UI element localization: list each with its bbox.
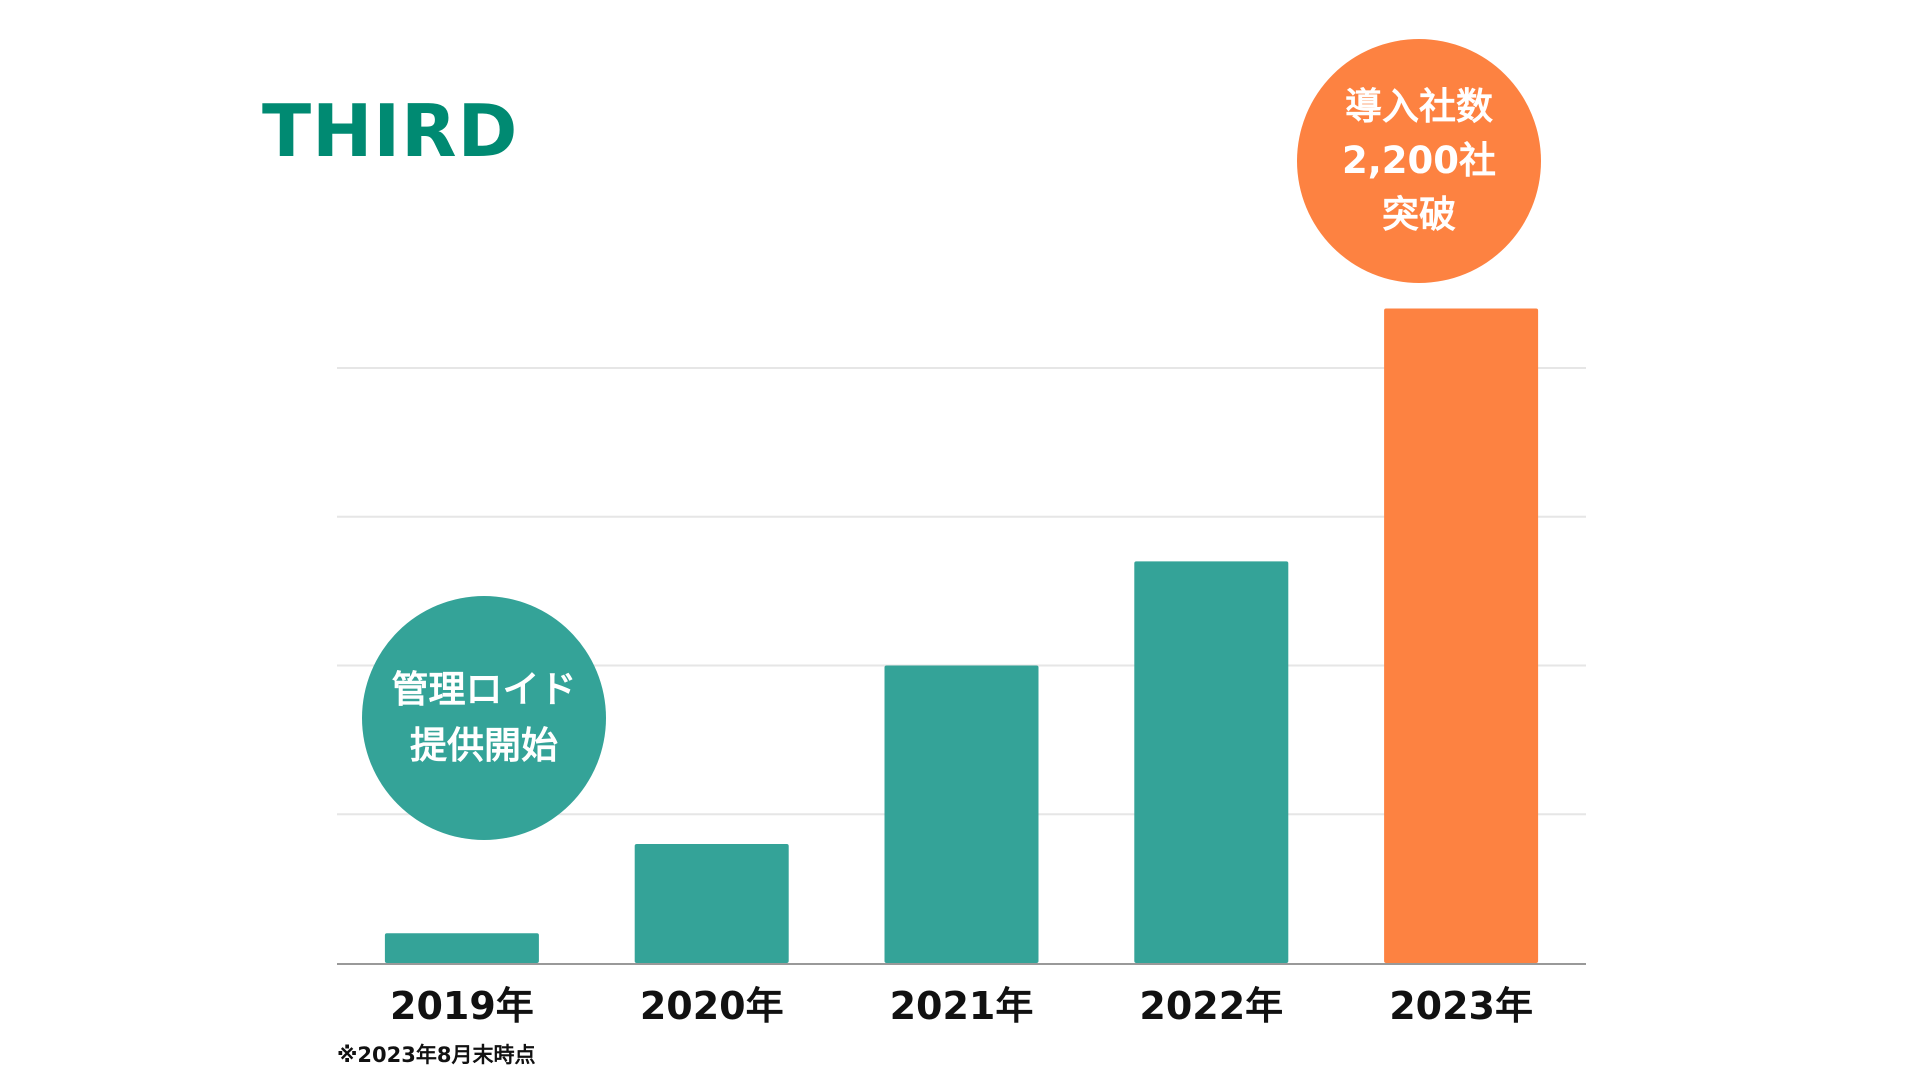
milestone-line-2: 2,200社 [1341, 139, 1497, 182]
bar-2022年 [1134, 561, 1289, 963]
bar-2020年 [634, 844, 789, 963]
service-start-line-1: 管理ロイド [391, 668, 577, 711]
bar-2019年 [384, 933, 539, 963]
service-start-line-2: 提供開始 [410, 724, 558, 767]
service-start-badge: 管理ロイド 提供開始 [362, 596, 606, 840]
x-tick-labels: 2019年 2020年 2021年 2022年 2023年 [390, 984, 1533, 1028]
footnote: ※2023年8月末時点 [337, 1043, 536, 1067]
bars [384, 308, 1539, 963]
x-tick-label: 2021年 [890, 984, 1034, 1028]
third-logo: THIRD [262, 89, 519, 173]
milestone-badge: 導入社数 2,200社 突破 [1297, 39, 1541, 283]
x-tick-label: 2023年 [1389, 984, 1533, 1028]
bar-2023年 [1384, 308, 1539, 963]
bar-2021年 [884, 665, 1039, 963]
x-tick-label: 2020年 [640, 984, 784, 1028]
x-tick-label: 2022年 [1139, 984, 1283, 1028]
milestone-line-1: 導入社数 [1345, 85, 1493, 128]
x-tick-label: 2019年 [390, 984, 534, 1028]
milestone-line-3: 突破 [1382, 193, 1456, 236]
